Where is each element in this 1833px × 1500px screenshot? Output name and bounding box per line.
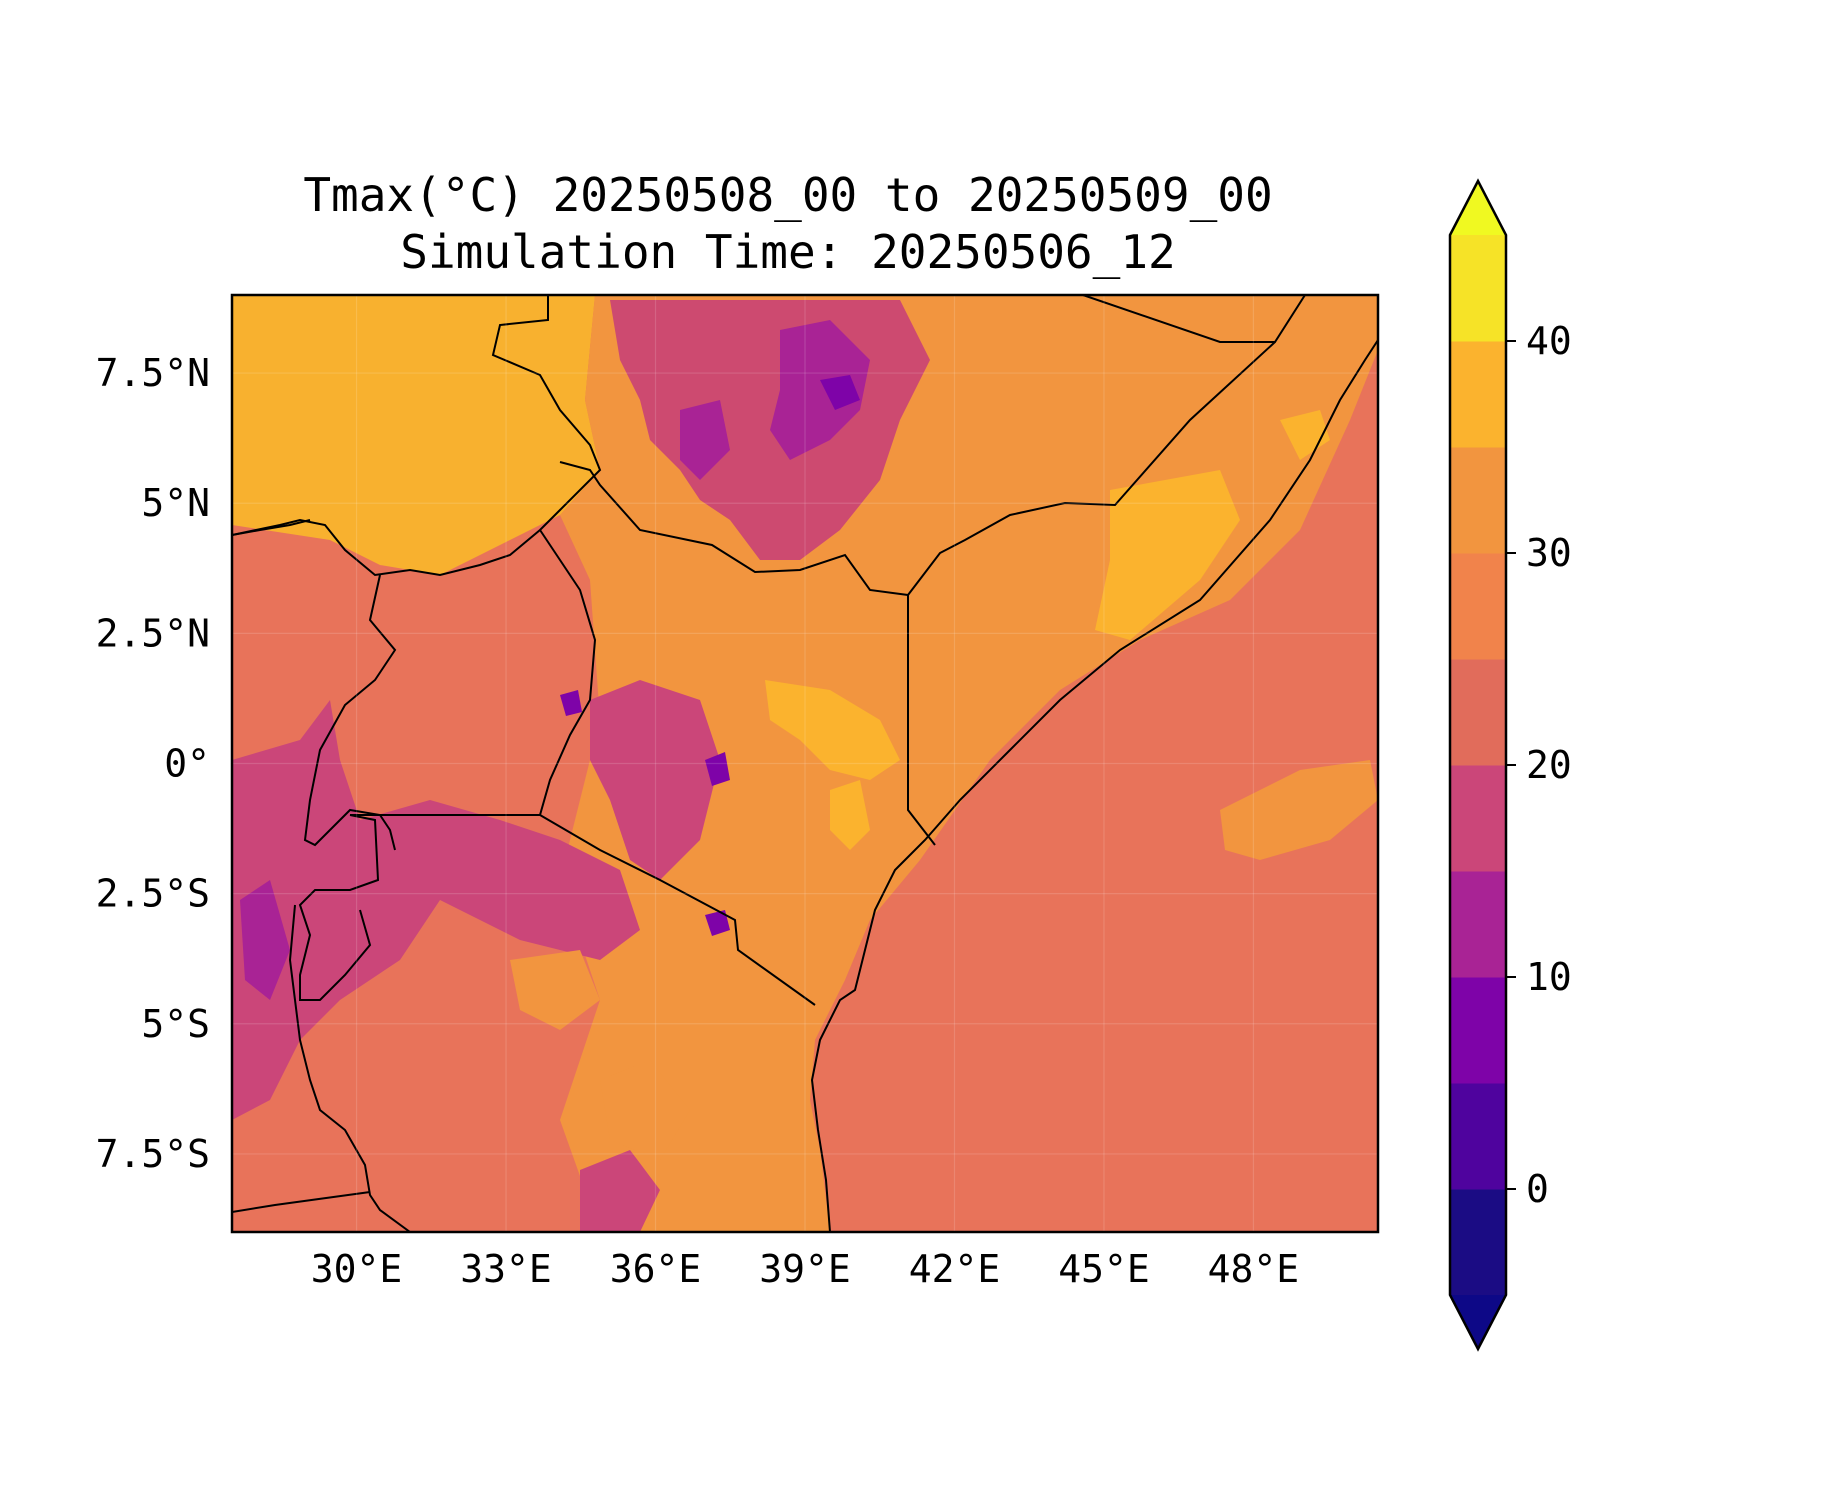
colorbar-tick-label: 30 (1526, 531, 1572, 575)
x-tick-label: 39°E (759, 1247, 851, 1291)
colorbar-over-arrow (1450, 181, 1506, 235)
chart-subtitle: Simulation Time: 20250506_12 (400, 225, 1175, 279)
y-tick-label: 7.5°S (96, 1132, 210, 1176)
colorbar-band (1450, 1189, 1506, 1296)
highland-ridge-2 (680, 400, 730, 480)
border-south-sudan (232, 295, 602, 577)
border-uganda-south (350, 529, 597, 816)
colorbar: 0 10 20 30 40 (1448, 178, 1572, 1352)
uganda-peak (560, 690, 582, 716)
border-tanzania-west (288, 904, 411, 1232)
western-rift-region (232, 700, 640, 1120)
y-tick-label: 5°S (141, 1002, 210, 1046)
kenya-hotspot-2 (830, 780, 870, 850)
y-tick-label: 2.5°N (96, 611, 210, 655)
colorbar-tick-label: 40 (1526, 319, 1572, 363)
horn-hotspot (1095, 470, 1240, 640)
colorbar-outline (1448, 178, 1508, 1352)
colorbar-tick-label: 0 (1526, 1167, 1549, 1211)
y-tick-label: 2.5°S (96, 872, 210, 916)
map-frame (230, 293, 1380, 1234)
x-tick-label: 48°E (1208, 1247, 1300, 1291)
highland-ridge-1 (770, 320, 870, 460)
map-grid (232, 295, 1378, 1232)
colorbar-band (1450, 1083, 1506, 1190)
colorbar-band (1450, 977, 1506, 1084)
tanzania-cool-south (580, 1150, 660, 1232)
tanzania-warm-2 (600, 1060, 690, 1160)
y-tick-label: 7.5°N (96, 351, 210, 395)
x-tick-label: 45°E (1058, 1247, 1150, 1291)
border-south-west (232, 1191, 371, 1213)
colorbar-tick-label: 20 (1526, 743, 1572, 787)
colorbar-band (1450, 447, 1506, 554)
country-borders (232, 295, 1378, 1232)
border-west-drc (232, 519, 311, 536)
x-axis-ticks: 30°E 33°E 36°E 39°E 42°E 45°E 48°E (311, 1247, 1299, 1291)
rift-west-strip (240, 880, 290, 1000)
x-tick-label: 33°E (460, 1247, 552, 1291)
chart-title: Tmax(°C) 20250508_00 to 20250509_00 (303, 168, 1272, 222)
ne-hotspot (1280, 410, 1330, 460)
sudan-plains-region (232, 295, 600, 575)
kenya-highlands-region (590, 680, 720, 880)
border-somalia-ethiopia (1082, 295, 1306, 343)
y-tick-label: 5°N (141, 481, 210, 525)
x-tick-label: 36°E (610, 1247, 702, 1291)
coastline (810, 339, 1378, 1232)
colorbar-band (1450, 341, 1506, 448)
kenya-peak (705, 752, 730, 786)
border-kenya-tanzania (539, 814, 816, 1006)
ocean-warm-patch (1220, 760, 1378, 860)
border-ethiopia-kenya (559, 461, 909, 596)
border-ethiopia-somalia-east (907, 341, 1276, 846)
temperature-field (232, 295, 1378, 1232)
colorbar-band (1450, 871, 1506, 978)
colorbar-under-arrow (1450, 1295, 1506, 1349)
y-tick-label: 0° (164, 742, 210, 786)
colorbar-band (1450, 235, 1506, 342)
tanzania-warm-1 (510, 950, 600, 1030)
highland-peak-1 (820, 375, 860, 410)
x-tick-label: 30°E (311, 1247, 403, 1291)
colorbar-band (1450, 659, 1506, 766)
colorbar-band (1450, 765, 1506, 872)
colorbar-tick-label: 10 (1526, 955, 1572, 999)
kenya-hotspot (765, 680, 900, 780)
colorbar-band (1450, 553, 1506, 660)
border-rwanda-burundi (298, 814, 380, 1001)
kilimanjaro-peak (705, 910, 730, 936)
y-axis-ticks: 7.5°N 5°N 2.5°N 0° 2.5°S 5°S 7.5°S (96, 351, 210, 1176)
x-tick-label: 42°E (909, 1247, 1001, 1291)
